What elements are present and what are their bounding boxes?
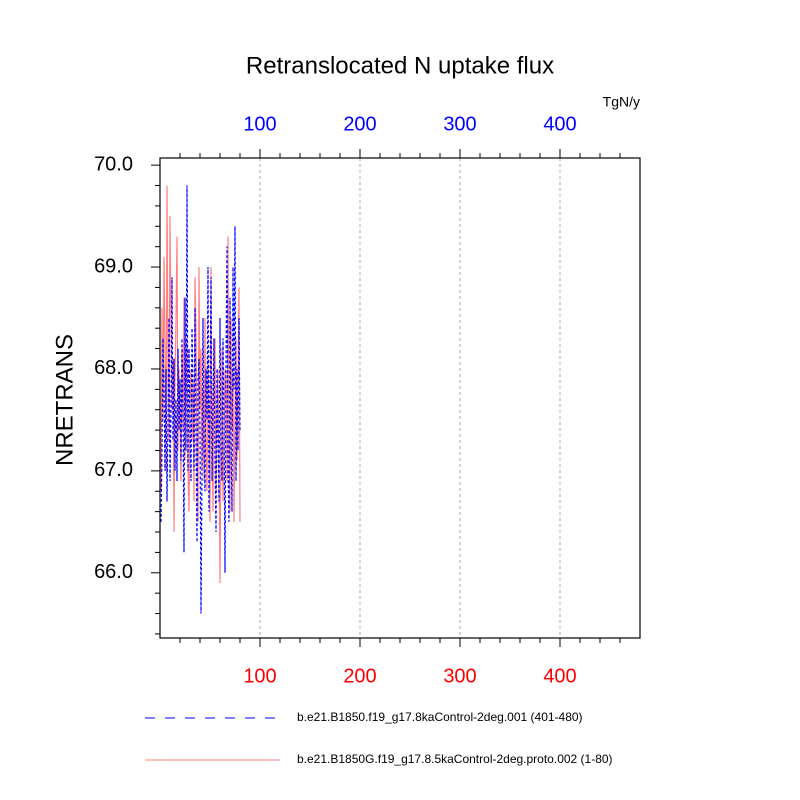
y-tick-label: 70.0 bbox=[94, 153, 133, 175]
x-top-tick-label: 300 bbox=[443, 113, 476, 135]
chart-title: Retranslocated N uptake flux bbox=[246, 52, 554, 79]
x-tick-label: 100 bbox=[243, 665, 276, 687]
x-top-tick-label: 400 bbox=[543, 113, 576, 135]
x-tick-label: 300 bbox=[443, 665, 476, 687]
x-tick-label: 400 bbox=[543, 665, 576, 687]
plot-frame bbox=[159, 157, 641, 639]
y-tick-label: 68.0 bbox=[94, 357, 133, 379]
y-tick-label: 69.0 bbox=[94, 255, 133, 277]
legend-label: b.e21.B1850.f19_g17.8kaControl-2deg.001 … bbox=[297, 710, 583, 724]
y-tick-label: 67.0 bbox=[94, 459, 133, 481]
y-axis-label: NRETRANS bbox=[51, 334, 78, 466]
data-line bbox=[160, 185, 241, 614]
x-tick-label: 200 bbox=[343, 665, 376, 687]
x-top-tick-label: 200 bbox=[343, 113, 376, 135]
data-line bbox=[160, 185, 241, 583]
y-tick-label: 66.0 bbox=[94, 561, 133, 583]
legend-label: b.e21.B1850G.f19_g17.8.5kaControl-2deg.p… bbox=[297, 752, 613, 766]
units-label: TgN/y bbox=[603, 94, 640, 110]
x-top-tick-label: 100 bbox=[243, 113, 276, 135]
